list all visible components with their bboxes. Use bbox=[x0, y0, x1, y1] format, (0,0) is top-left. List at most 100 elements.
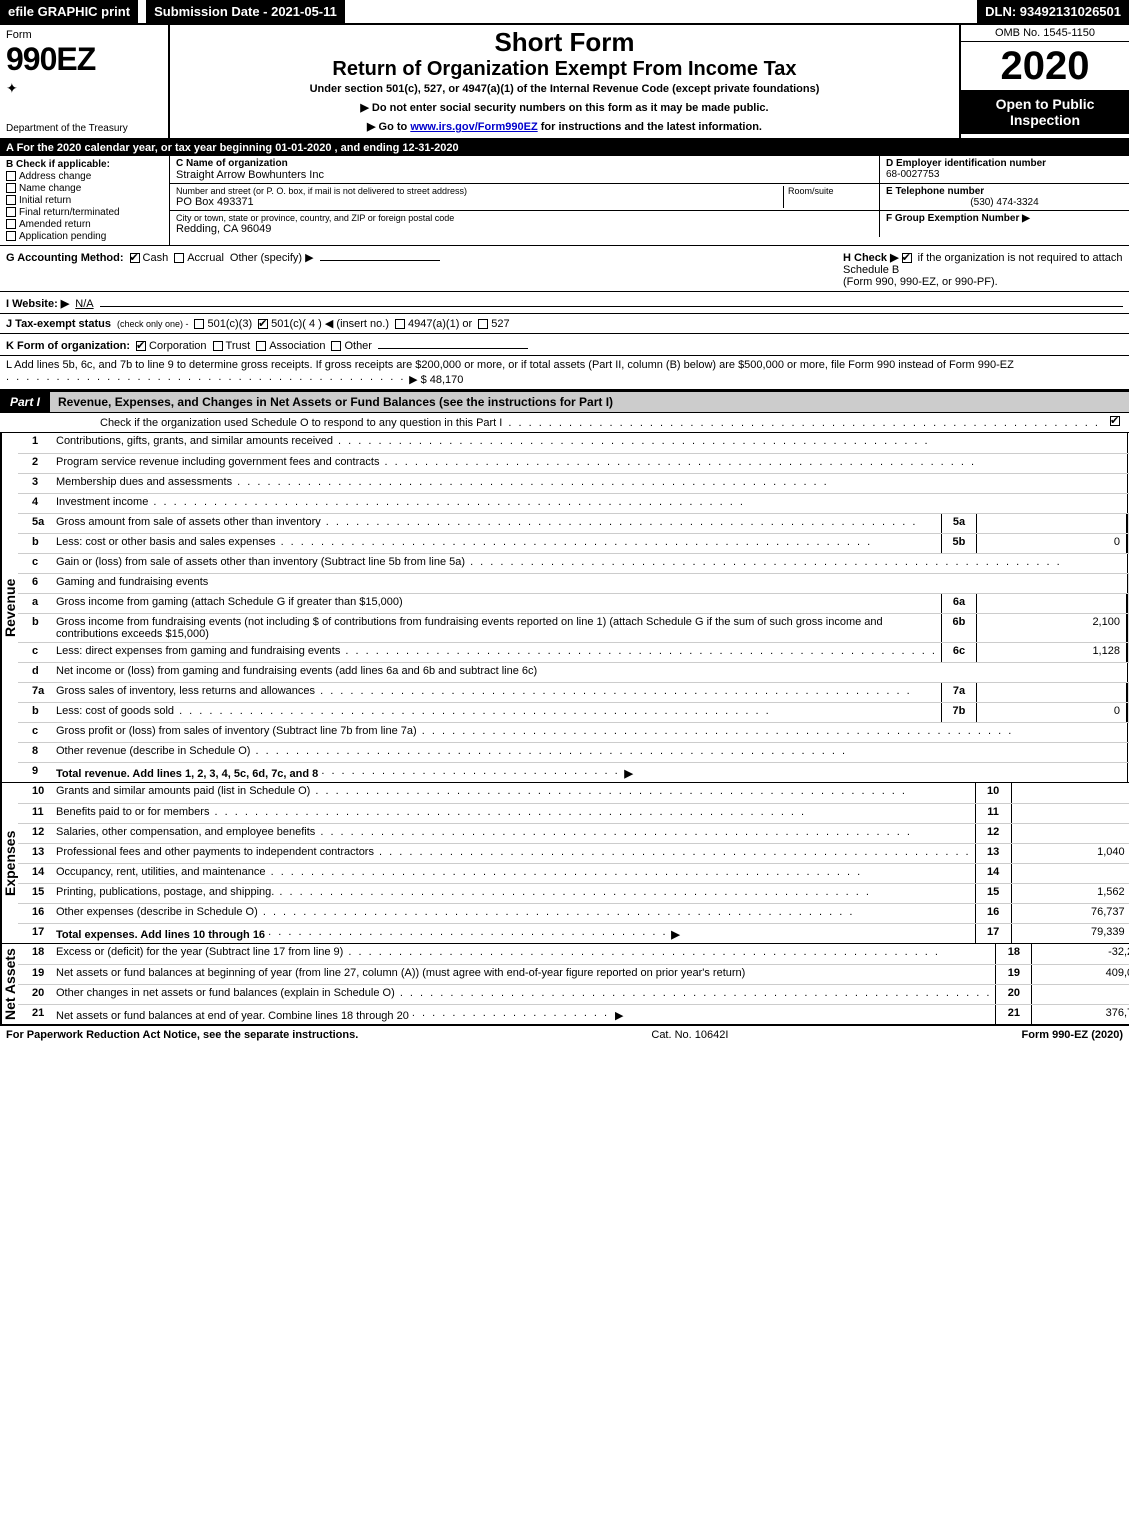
line-3: 3Membership dues and assessments3 bbox=[18, 473, 1129, 493]
form-word: Form bbox=[6, 29, 162, 41]
line-7a-num: 7a bbox=[18, 683, 52, 702]
phone-value: (530) 474-3324 bbox=[886, 197, 1123, 208]
chk-4947[interactable]: 4947(a)(1) or bbox=[395, 318, 472, 330]
part1-tag: Part I bbox=[0, 392, 50, 412]
efile-print-label[interactable]: efile GRAPHIC print bbox=[0, 0, 138, 23]
dept-treasury: Department of the Treasury bbox=[6, 123, 162, 134]
l-text: L Add lines 5b, 6c, and 7b to line 9 to … bbox=[6, 359, 1014, 371]
chk-final-return[interactable]: Final return/terminated bbox=[6, 207, 163, 218]
chk-h[interactable] bbox=[902, 253, 912, 263]
chk-association-label: Association bbox=[269, 340, 325, 352]
chk-other-org-label: Other bbox=[344, 340, 372, 352]
chk-address-change[interactable]: Address change bbox=[6, 171, 163, 182]
f-label: F Group Exemption Number ▶ bbox=[886, 213, 1123, 224]
line-8: 8Other revenue (describe in Schedule O)8… bbox=[18, 742, 1129, 762]
line-5b: bLess: cost or other basis and sales exp… bbox=[18, 533, 1129, 553]
line-3-desc: Membership dues and assessments bbox=[52, 474, 1127, 493]
line-6c-subval: 1,128 bbox=[977, 643, 1127, 662]
line-11-col: 11 bbox=[975, 804, 1011, 823]
year-box: OMB No. 1545-1150 2020 Open to Public In… bbox=[959, 25, 1129, 138]
org-name: Straight Arrow Bowhunters Inc bbox=[176, 169, 873, 181]
chk-501c-label: 501(c)( 4 ) ◀ (insert no.) bbox=[271, 318, 389, 330]
l-dots bbox=[6, 371, 406, 383]
line-17-col: 17 bbox=[975, 924, 1011, 943]
chk-527[interactable]: 527 bbox=[478, 318, 509, 330]
city-value: Redding, CA 96049 bbox=[176, 223, 873, 235]
chk-501c3-label: 501(c)(3) bbox=[207, 318, 252, 330]
line-12-val bbox=[1011, 824, 1129, 843]
title-ssn-warning: ▶ Do not enter social security numbers o… bbox=[176, 101, 953, 114]
cde-column: C Name of organization Straight Arrow Bo… bbox=[170, 156, 1129, 245]
part1-dots bbox=[508, 417, 1104, 429]
line-1: 1Contributions, gifts, grants, and simil… bbox=[18, 433, 1129, 453]
title-return: Return of Organization Exempt From Incom… bbox=[176, 58, 953, 81]
chk-schedule-o[interactable] bbox=[1110, 416, 1120, 426]
line-5c-num: c bbox=[18, 554, 52, 573]
chk-cash[interactable]: Cash bbox=[130, 252, 169, 264]
b-checkboxes: B Check if applicable: Address change Na… bbox=[0, 156, 170, 245]
chk-cash-label: Cash bbox=[143, 252, 169, 264]
chk-initial-return[interactable]: Initial return bbox=[6, 195, 163, 206]
part1-sub-text: Check if the organization used Schedule … bbox=[100, 417, 502, 429]
chk-other-org[interactable]: Other bbox=[331, 340, 372, 352]
line-5a-desc: Gross amount from sale of assets other t… bbox=[52, 514, 941, 533]
chk-amended-return[interactable]: Amended return bbox=[6, 219, 163, 230]
line-17-num: 17 bbox=[18, 924, 52, 943]
line-19-val: 409,063 bbox=[1031, 965, 1129, 984]
line-16-col: 16 bbox=[975, 904, 1011, 923]
line-10-col: 10 bbox=[975, 783, 1011, 803]
line-18-num: 18 bbox=[18, 944, 52, 964]
i-website-row: I Website: ▶ N/A bbox=[0, 292, 1129, 314]
title-short-form: Short Form bbox=[176, 27, 953, 58]
line-5a: 5aGross amount from sale of assets other… bbox=[18, 513, 1129, 533]
line-2: 2Program service revenue including gover… bbox=[18, 453, 1129, 473]
line-5b-subnum: 5b bbox=[941, 534, 977, 553]
line-7b-num: b bbox=[18, 703, 52, 722]
chk-4947-label: 4947(a)(1) or bbox=[408, 318, 472, 330]
b-header: B Check if applicable: bbox=[6, 159, 163, 170]
chk-corporation[interactable]: Corporation bbox=[136, 340, 206, 352]
line-7a-desc: Gross sales of inventory, less returns a… bbox=[52, 683, 941, 702]
chk-accrual[interactable]: Accrual bbox=[174, 252, 224, 264]
line-13-desc: Professional fees and other payments to … bbox=[52, 844, 975, 863]
form-number-box: Form 990EZ ✦ Department of the Treasury bbox=[0, 25, 170, 138]
line-4-desc: Investment income bbox=[52, 494, 1127, 513]
title-goto: ▶ Go to www.irs.gov/Form990EZ for instru… bbox=[176, 120, 953, 133]
d-label: D Employer identification number bbox=[886, 158, 1123, 169]
form-number: 990EZ bbox=[6, 41, 162, 78]
line-12-desc: Salaries, other compensation, and employ… bbox=[52, 824, 975, 843]
chk-501c3[interactable]: 501(c)(3) bbox=[194, 318, 252, 330]
address-cell: Number and street (or P. O. box, if mail… bbox=[170, 184, 879, 210]
k-label: K Form of organization: bbox=[6, 340, 130, 352]
line-16-num: 16 bbox=[18, 904, 52, 923]
line-15-num: 15 bbox=[18, 884, 52, 903]
chk-trust[interactable]: Trust bbox=[213, 340, 251, 352]
line-8-num: 8 bbox=[18, 743, 52, 762]
g-other-input[interactable] bbox=[320, 249, 440, 261]
line-7b-desc: Less: cost of goods sold bbox=[52, 703, 941, 722]
chk-corporation-label: Corporation bbox=[149, 340, 206, 352]
line-18-col: 18 bbox=[995, 944, 1031, 964]
chk-501c[interactable]: 501(c)( 4 ) ◀ (insert no.) bbox=[258, 317, 389, 330]
line-1-desc: Contributions, gifts, grants, and simila… bbox=[52, 433, 1127, 453]
line-21: 21Net assets or fund balances at end of … bbox=[18, 1004, 1129, 1024]
city-cell: City or town, state or province, country… bbox=[170, 211, 879, 237]
k-other-input[interactable] bbox=[378, 337, 528, 349]
line-5b-desc: Less: cost or other basis and sales expe… bbox=[52, 534, 941, 553]
chk-association[interactable]: Association bbox=[256, 340, 325, 352]
irs-link[interactable]: www.irs.gov/Form990EZ bbox=[410, 121, 537, 133]
chk-amended-return-label: Amended return bbox=[19, 219, 91, 230]
line-19-num: 19 bbox=[18, 965, 52, 984]
line-6d-desc: Net income or (loss) from gaming and fun… bbox=[52, 663, 1127, 682]
line-6d-num: d bbox=[18, 663, 52, 682]
line-4: 4Investment income428 bbox=[18, 493, 1129, 513]
line-11-num: 11 bbox=[18, 804, 52, 823]
line-21-arrow-icon: ▶ bbox=[615, 1010, 623, 1022]
line-7b-subnum: 7b bbox=[941, 703, 977, 722]
chk-application-pending[interactable]: Application pending bbox=[6, 231, 163, 242]
line-16: 16Other expenses (describe in Schedule O… bbox=[18, 903, 1129, 923]
line-19-col: 19 bbox=[995, 965, 1031, 984]
g-h-row: G Accounting Method: Cash Accrual Other … bbox=[0, 246, 1129, 292]
chk-name-change[interactable]: Name change bbox=[6, 183, 163, 194]
line-11: 11Benefits paid to or for members11 bbox=[18, 803, 1129, 823]
